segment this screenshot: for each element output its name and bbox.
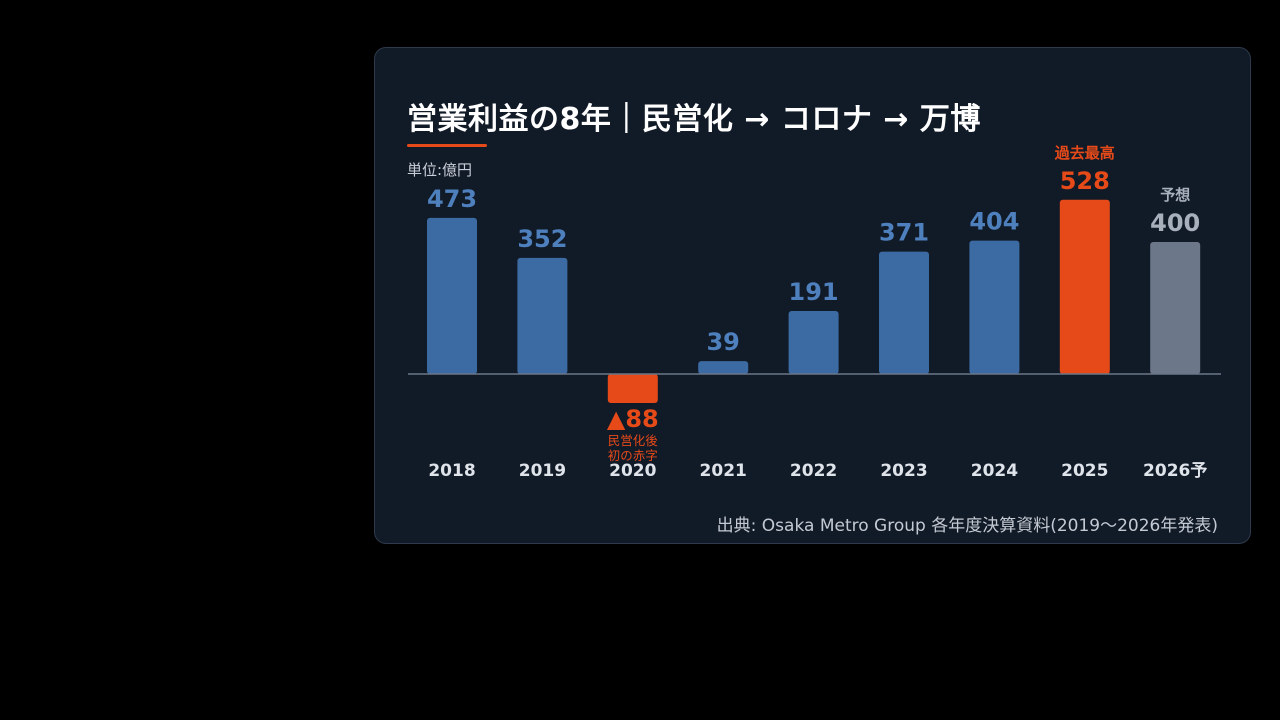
bar-2018 — [427, 217, 477, 374]
chart-card: 営業利益の8年｜民営化 → コロナ → 万博 単位:億円 473 2018 352 2… — [374, 47, 1251, 544]
x-tick-2024: 2024 — [971, 461, 1018, 481]
bar-2023 — [879, 251, 929, 374]
x-tick-2021: 2021 — [700, 461, 747, 481]
bar-2019 — [517, 257, 568, 374]
value-label-2022: 191 — [789, 278, 839, 306]
bar-2024 — [969, 240, 1020, 374]
x-tick-2019: 2019 — [519, 461, 566, 481]
chart-title: 営業利益の8年｜民営化 → コロナ → 万博 — [407, 102, 981, 137]
x-tick-2025: 2025 — [1061, 461, 1108, 481]
x-tick-2026予: 2026予 — [1143, 461, 1207, 481]
value-label-2019: 352 — [517, 225, 567, 253]
value-label-2021: 39 — [706, 328, 739, 356]
bar-2020 — [607, 374, 658, 404]
x-tick-2020: 2020 — [609, 461, 656, 481]
value-label-2025: 528 — [1060, 167, 1110, 195]
x-tick-2018: 2018 — [428, 461, 475, 481]
source-note: 出典: Osaka Metro Group 各年度決算資料(2019〜2026年… — [716, 516, 1218, 536]
value-label-2020: ▲88 — [607, 405, 659, 433]
value-label-2018: 473 — [427, 185, 477, 213]
title-underline — [407, 144, 487, 147]
bar-2026予 — [1150, 242, 1201, 374]
value-label-2024: 404 — [969, 208, 1019, 236]
value-label-2023: 371 — [879, 219, 929, 247]
annotation-2025: 過去最高 — [1054, 144, 1115, 162]
bar-2025 — [1059, 199, 1110, 374]
annotation-2020-0: 民営化後 — [608, 433, 659, 448]
bar-2022 — [788, 310, 839, 374]
x-tick-2022: 2022 — [790, 461, 837, 481]
bar-2021 — [698, 361, 749, 374]
x-tick-2023: 2023 — [880, 461, 927, 481]
annotation-2020-1: 初の赤字 — [608, 448, 658, 463]
unit-label: 単位:億円 — [407, 161, 473, 179]
value-label-2026予: 400 — [1150, 209, 1200, 237]
annotation-2026予: 予想 — [1160, 186, 1190, 204]
bar-chart: 473 2018 352 2019 ▲88 2020 39 2021 191 2022 371 202… — [408, 144, 1221, 481]
